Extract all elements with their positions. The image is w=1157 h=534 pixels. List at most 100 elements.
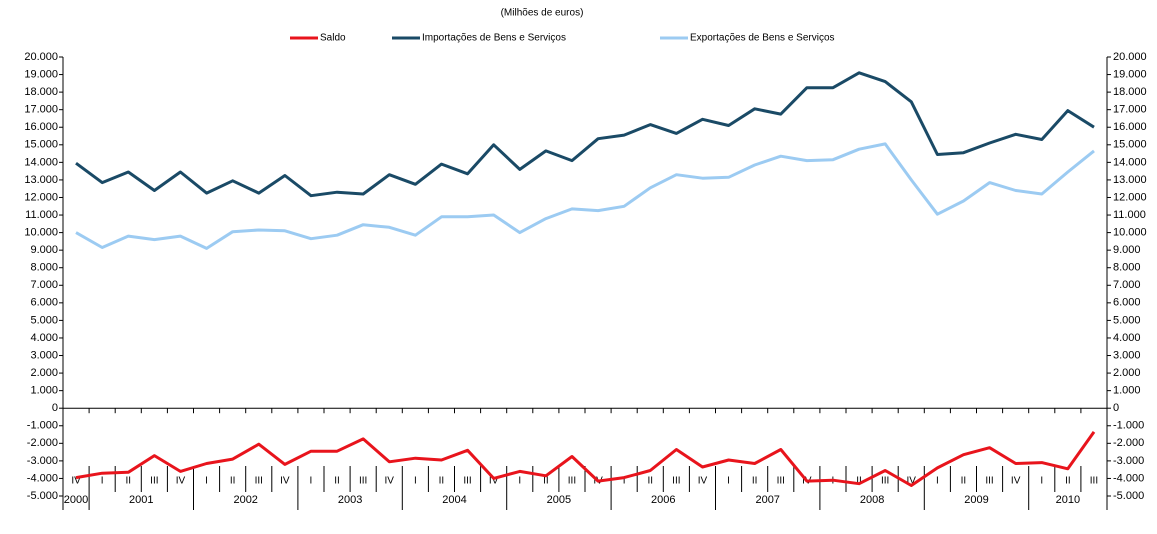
y-tick-label: 13.000 — [24, 174, 58, 186]
y2-tick-label: -1.000 — [1113, 420, 1144, 432]
x-tick-label: I — [623, 476, 626, 487]
y-tick-label: -4.000 — [27, 472, 58, 484]
y2-tick-label: 17.000 — [1113, 104, 1147, 116]
x-tick-label: III — [463, 476, 471, 487]
y-tick-label: -5.000 — [27, 490, 58, 502]
y2-tick-label: 18.000 — [1113, 86, 1147, 98]
y-tick-label: -1.000 — [27, 420, 58, 432]
y2-tick-label: 1.000 — [1113, 385, 1141, 397]
y2-tick-label: 0 — [1113, 402, 1119, 414]
y-tick-label: 19.000 — [24, 68, 58, 80]
x-tick-label: I — [414, 476, 417, 487]
x-tick-label: IV — [71, 476, 81, 487]
year-label: 2010 — [1056, 494, 1080, 506]
y-tick-label: 15.000 — [24, 139, 58, 151]
x-tick-label: IV — [1011, 476, 1021, 487]
y2-tick-label: 7.000 — [1113, 279, 1141, 291]
x-tick-label: I — [518, 476, 521, 487]
x-tick-label: III — [568, 476, 576, 487]
y2-tick-label: 10.000 — [1113, 227, 1147, 239]
x-tick-label: II — [543, 476, 549, 487]
year-label: 2004 — [442, 494, 466, 506]
year-label: 2003 — [338, 494, 362, 506]
y-tick-label: 1.000 — [30, 385, 58, 397]
x-tick-label: IV — [280, 476, 290, 487]
y-tick-label: 4.000 — [30, 332, 58, 344]
x-tick-label: III — [1090, 476, 1098, 487]
y2-tick-label: 8.000 — [1113, 262, 1141, 274]
y2-tick-label: 5.000 — [1113, 314, 1141, 326]
year-label: 2002 — [233, 494, 257, 506]
legend-label: Exportações de Bens e Serviços — [690, 33, 835, 44]
y2-tick-label: 3.000 — [1113, 349, 1141, 361]
x-tick-label: II — [752, 476, 758, 487]
y-tick-label: 5.000 — [30, 314, 58, 326]
y-tick-label: 2.000 — [30, 367, 58, 379]
series-line — [75, 71, 1095, 198]
year-label: 2000 — [64, 494, 88, 506]
y-tick-label: 20.000 — [24, 51, 58, 63]
y2-tick-label: 6.000 — [1113, 297, 1141, 309]
y2-tick-label: 20.000 — [1113, 51, 1147, 63]
y-tick-label: 0 — [52, 402, 58, 414]
x-tick-label: III — [255, 476, 263, 487]
x-tick-label: III — [777, 476, 785, 487]
x-tick-label: I — [936, 476, 939, 487]
y2-tick-label: 19.000 — [1113, 68, 1147, 80]
x-tick-label: III — [881, 476, 889, 487]
x-tick-label: III — [672, 476, 680, 487]
chart-subtitle: (Milhões de euros) — [501, 8, 584, 19]
series-line — [75, 142, 1095, 250]
y2-tick-label: 2.000 — [1113, 367, 1141, 379]
y-tick-label: 10.000 — [24, 227, 58, 239]
x-tick-label: III — [359, 476, 367, 487]
y-tick-label: 17.000 — [24, 104, 58, 116]
y-tick-label: 9.000 — [30, 244, 58, 256]
x-tick-label: I — [310, 476, 313, 487]
x-tick-label: II — [647, 476, 653, 487]
x-tick-label: I — [727, 476, 730, 487]
x-tick-label: III — [150, 476, 158, 487]
year-label: 2001 — [129, 494, 153, 506]
y-tick-label: 14.000 — [24, 156, 58, 168]
y-tick-label: 18.000 — [24, 86, 58, 98]
x-tick-label: II — [856, 476, 862, 487]
y2-tick-label: -5.000 — [1113, 490, 1144, 502]
x-tick-label: IV — [907, 476, 917, 487]
y-tick-label: 3.000 — [30, 349, 58, 361]
y-tick-label: 7.000 — [30, 279, 58, 291]
y-tick-label: 16.000 — [24, 121, 58, 133]
y2-tick-label: 15.000 — [1113, 139, 1147, 151]
x-tick-label: II — [961, 476, 967, 487]
y2-tick-label: 13.000 — [1113, 174, 1147, 186]
y2-tick-label: 14.000 — [1113, 156, 1147, 168]
x-tick-label: II — [125, 476, 131, 487]
x-tick-label: I — [205, 476, 208, 487]
y-tick-label: 6.000 — [30, 297, 58, 309]
x-tick-label: I — [101, 476, 104, 487]
x-tick-label: III — [985, 476, 993, 487]
x-tick-label: II — [230, 476, 236, 487]
y2-tick-label: 16.000 — [1113, 121, 1147, 133]
y-tick-label: -2.000 — [27, 437, 58, 449]
year-label: 2009 — [964, 494, 988, 506]
y2-tick-label: -4.000 — [1113, 472, 1144, 484]
legend-label: Importações de Bens e Serviços — [422, 33, 566, 44]
x-tick-label: I — [1040, 476, 1043, 487]
y2-tick-label: -3.000 — [1113, 455, 1144, 467]
x-tick-label: II — [334, 476, 340, 487]
y2-tick-label: 4.000 — [1113, 332, 1141, 344]
year-label: 2005 — [547, 494, 571, 506]
x-tick-label: II — [1065, 476, 1071, 487]
x-tick-label: IV — [176, 476, 186, 487]
y-tick-label: 12.000 — [24, 191, 58, 203]
x-tick-label: II — [439, 476, 445, 487]
y-tick-label: 11.000 — [25, 209, 58, 221]
x-tick-label: IV — [385, 476, 395, 487]
legend-label: Saldo — [320, 33, 346, 44]
y2-tick-label: -2.000 — [1113, 437, 1144, 449]
y2-tick-label: 11.000 — [1113, 209, 1146, 221]
year-label: 2008 — [860, 494, 884, 506]
y-tick-label: 8.000 — [30, 262, 58, 274]
